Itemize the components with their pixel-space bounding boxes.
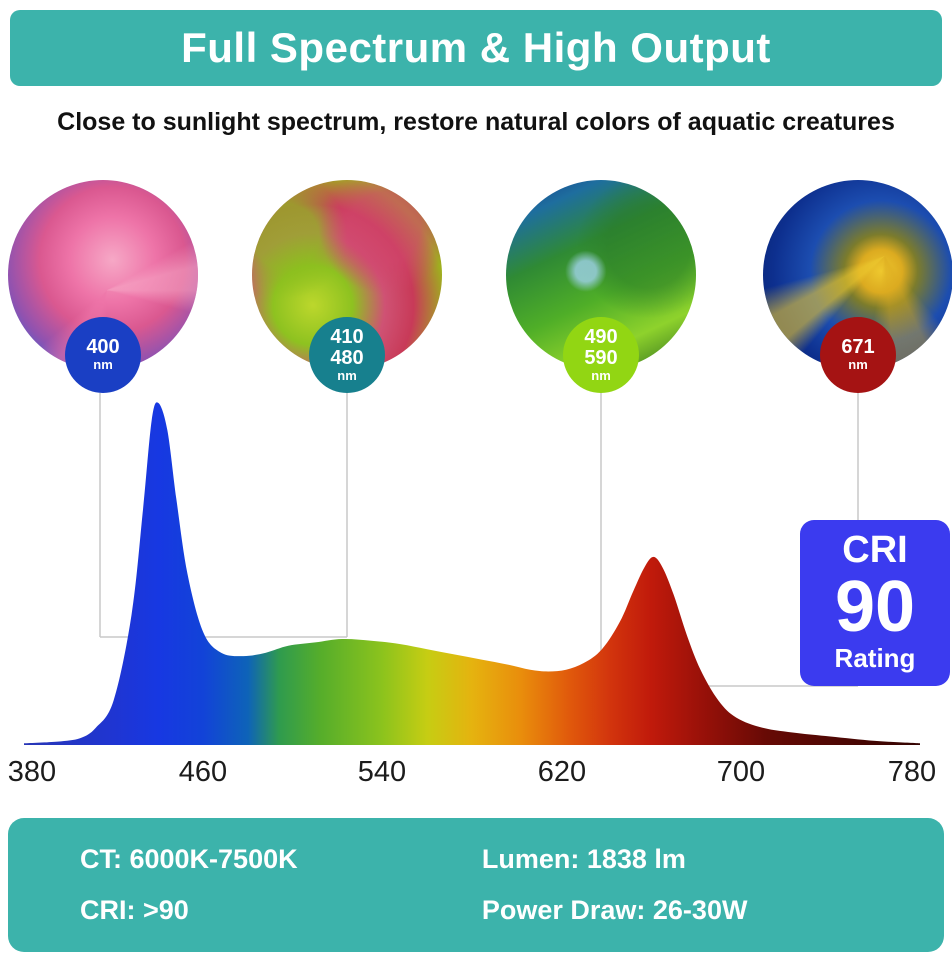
wavelength-value: 671 (841, 336, 875, 359)
subtitle-text: Close to sunlight spectrum, restore natu… (57, 108, 895, 136)
cri-rating-label: Rating (834, 643, 916, 674)
wavelength-value: 480 (330, 346, 364, 369)
cri-value: 90 (834, 567, 916, 648)
x-axis-label-380: 380 (7, 756, 57, 788)
spec-power-draw: Power Draw: 26-30W (481, 895, 748, 925)
connector-lines (99, 393, 859, 687)
wavelength-value: 400 (86, 336, 120, 359)
spec-lumen: Lumen: 1838 lm (481, 844, 686, 874)
x-axis-label-700: 700 (716, 756, 766, 788)
spectrum-curve (24, 402, 920, 745)
wavelength-unit: nm (848, 357, 868, 373)
spec-cri: CRI: >90 (80, 895, 189, 925)
spec-color-temperature: CT: 6000K-7500K (80, 844, 298, 874)
wavelength-badge-400nm: 400 nm (65, 317, 141, 393)
specs-panel: CT: 6000K-7500K Lumen: 1838 lm CRI: >90 … (8, 818, 944, 952)
wavelength-value: 590 (584, 346, 618, 369)
sea-anemone-photo (8, 180, 198, 370)
wavelength-unit: nm (93, 357, 113, 373)
page-title: Full Spectrum & High Output (181, 24, 771, 71)
wavelength-unit: nm (337, 367, 357, 383)
wavelength-unit: nm (591, 367, 611, 383)
cri-label: CRI (842, 529, 908, 572)
x-axis-label-620: 620 (537, 756, 587, 788)
wavelength-badge-410-480nm: 410 480 nm (309, 317, 385, 393)
x-axis-label-540: 540 (357, 756, 407, 788)
title-banner: Full Spectrum & High Output (10, 10, 942, 86)
wavelength-badge-671nm: 671 nm (820, 317, 896, 393)
x-axis-label-780: 780 (887, 756, 937, 788)
wavelength-badge-490-590nm: 490 590 nm (563, 317, 639, 393)
wavelength-value: 410 (330, 325, 364, 348)
x-axis-label-460: 460 (178, 756, 228, 788)
wavelength-value: 490 (584, 325, 618, 348)
cri-rating-badge: CRI 90 Rating (800, 520, 950, 686)
